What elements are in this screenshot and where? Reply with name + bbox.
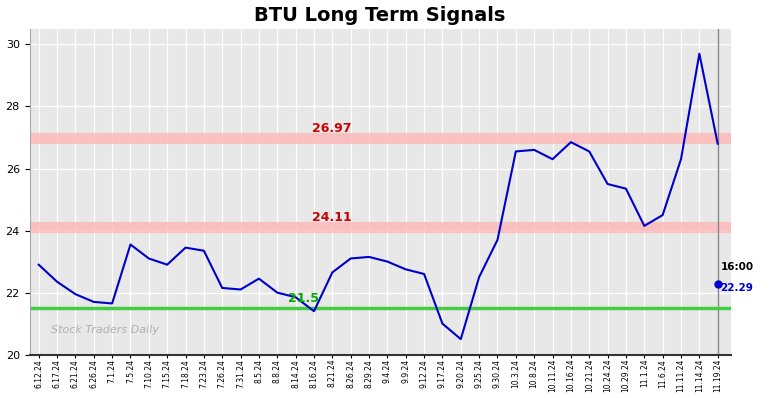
Text: Stock Traders Daily: Stock Traders Daily: [50, 325, 158, 335]
Text: 26.97: 26.97: [312, 122, 351, 135]
Text: 21.5: 21.5: [289, 292, 319, 305]
Text: 22.29: 22.29: [720, 283, 753, 293]
Text: 24.11: 24.11: [312, 211, 351, 224]
Text: 16:00: 16:00: [720, 261, 753, 271]
Title: BTU Long Term Signals: BTU Long Term Signals: [254, 6, 506, 25]
